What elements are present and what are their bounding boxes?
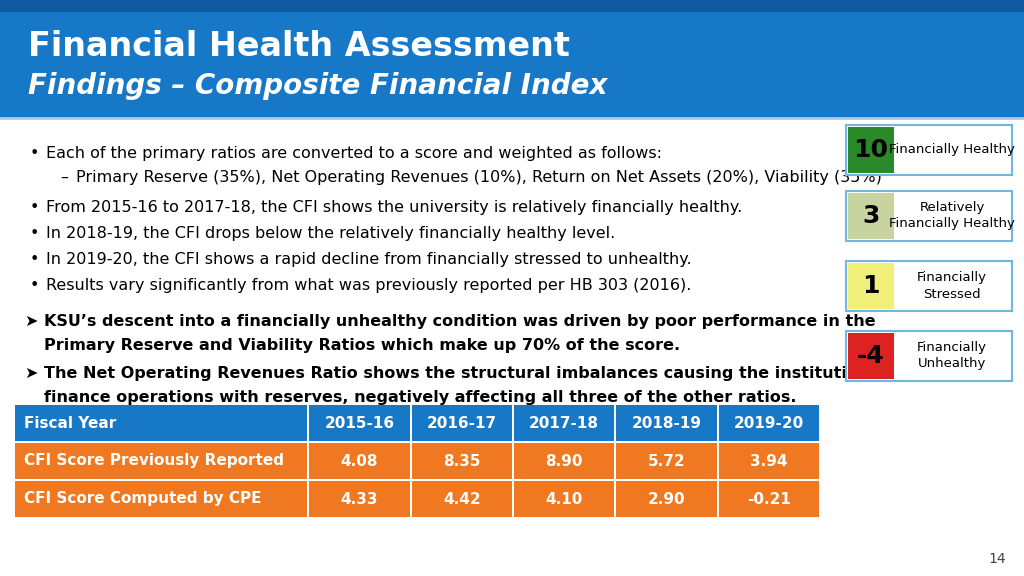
Text: ➤: ➤: [24, 314, 37, 329]
Text: From 2015-16 to 2017-18, the CFI shows the university is relatively financially : From 2015-16 to 2017-18, the CFI shows t…: [46, 200, 742, 215]
Bar: [719, 405, 819, 441]
Text: 1: 1: [862, 274, 880, 298]
Bar: [719, 443, 819, 479]
Text: •: •: [30, 278, 39, 293]
Text: 10: 10: [853, 138, 889, 162]
Bar: [0, 0, 1024, 118]
Text: 2017-18: 2017-18: [529, 415, 599, 430]
Bar: [846, 125, 1012, 175]
Bar: [0, 0, 1024, 12]
Text: 4.10: 4.10: [546, 491, 583, 506]
Bar: [15, 405, 307, 441]
Text: Results vary significantly from what was previously reported per HB 303 (2016).: Results vary significantly from what was…: [46, 278, 691, 293]
Text: KSU’s descent into a financially unhealthy condition was driven by poor performa: KSU’s descent into a financially unhealt…: [44, 314, 876, 329]
Bar: [846, 331, 1012, 381]
Bar: [309, 481, 410, 517]
Text: 2019-20: 2019-20: [733, 415, 804, 430]
Text: 2.90: 2.90: [647, 491, 685, 506]
Text: Financially
Unhealthy: Financially Unhealthy: [918, 342, 987, 370]
Text: 2018-19: 2018-19: [632, 415, 701, 430]
Text: -4: -4: [857, 344, 885, 368]
Text: In 2019-20, the CFI shows a rapid decline from financially stressed to unhealthy: In 2019-20, the CFI shows a rapid declin…: [46, 252, 691, 267]
Text: Financially
Stressed: Financially Stressed: [918, 271, 987, 301]
Text: 3.94: 3.94: [750, 453, 787, 468]
Text: 2015-16: 2015-16: [325, 415, 394, 430]
Bar: [848, 127, 894, 173]
Bar: [514, 443, 614, 479]
Bar: [514, 405, 614, 441]
Text: 4.33: 4.33: [341, 491, 378, 506]
Bar: [309, 443, 410, 479]
Text: Primary Reserve and Viability Ratios which make up 70% of the score.: Primary Reserve and Viability Ratios whi…: [44, 338, 680, 353]
Text: 4.08: 4.08: [341, 453, 378, 468]
Bar: [616, 443, 717, 479]
Text: -0.21: -0.21: [746, 491, 791, 506]
Text: Relatively
Financially Healthy: Relatively Financially Healthy: [889, 202, 1015, 230]
Text: 2016-17: 2016-17: [427, 415, 497, 430]
Text: Primary Reserve (35%), Net Operating Revenues (10%), Return on Net Assets (20%),: Primary Reserve (35%), Net Operating Rev…: [76, 170, 882, 185]
Text: 8.90: 8.90: [546, 453, 583, 468]
Text: 14: 14: [988, 552, 1006, 566]
Bar: [848, 193, 894, 239]
Bar: [412, 481, 512, 517]
Bar: [719, 481, 819, 517]
Bar: [616, 405, 717, 441]
Text: The Net Operating Revenues Ratio shows the structural imbalances causing the ins: The Net Operating Revenues Ratio shows t…: [44, 366, 894, 381]
Text: CFI Score Previously Reported: CFI Score Previously Reported: [24, 453, 284, 468]
Text: CFI Score Computed by CPE: CFI Score Computed by CPE: [24, 491, 261, 506]
Text: Financial Health Assessment: Financial Health Assessment: [28, 29, 570, 63]
Text: •: •: [30, 200, 39, 215]
Text: 3: 3: [862, 204, 880, 228]
Text: finance operations with reserves, negatively affecting all three of the other ra: finance operations with reserves, negati…: [44, 390, 797, 405]
Bar: [15, 481, 307, 517]
Text: –: –: [60, 170, 68, 185]
Text: Findings – Composite Financial Index: Findings – Composite Financial Index: [28, 72, 607, 100]
Bar: [846, 191, 1012, 241]
Text: 4.42: 4.42: [443, 491, 480, 506]
Bar: [309, 405, 410, 441]
Text: Each of the primary ratios are converted to a score and weighted as follows:: Each of the primary ratios are converted…: [46, 146, 662, 161]
Bar: [0, 118, 1024, 576]
Text: •: •: [30, 252, 39, 267]
Text: ➤: ➤: [24, 366, 37, 381]
Bar: [848, 333, 894, 379]
Bar: [412, 405, 512, 441]
Text: 8.35: 8.35: [443, 453, 480, 468]
Text: •: •: [30, 146, 39, 161]
Text: •: •: [30, 226, 39, 241]
Bar: [616, 481, 717, 517]
Text: In 2018-19, the CFI drops below the relatively financially healthy level.: In 2018-19, the CFI drops below the rela…: [46, 226, 615, 241]
Bar: [412, 443, 512, 479]
Text: Fiscal Year: Fiscal Year: [24, 415, 117, 430]
Bar: [848, 263, 894, 309]
Bar: [15, 443, 307, 479]
Text: Financially Healthy: Financially Healthy: [889, 143, 1015, 157]
Text: 5.72: 5.72: [647, 453, 685, 468]
Bar: [514, 481, 614, 517]
Bar: [846, 261, 1012, 311]
